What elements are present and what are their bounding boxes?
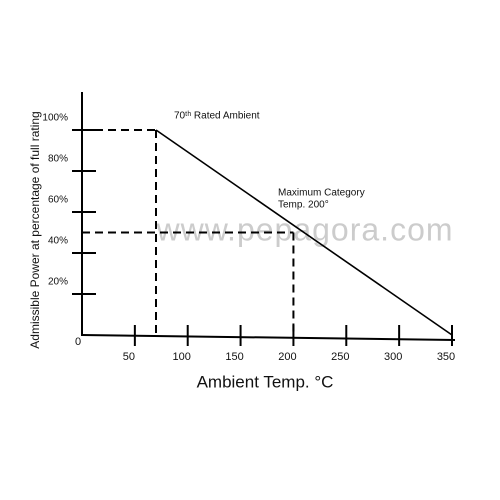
- y-axis-label: Admissible Power at percentage of full r…: [28, 111, 42, 348]
- x-axis: [81, 334, 456, 341]
- x-tick-label: 100: [173, 351, 191, 363]
- x-tick-label: 300: [384, 351, 402, 363]
- y-tick-label: 80%: [48, 154, 68, 165]
- y-tick-label: 100%: [42, 113, 68, 124]
- annotation: Temp. 200°: [278, 200, 329, 211]
- annotation: 70ᵗʰ Rated Ambient: [174, 111, 260, 122]
- y-tick-label: 40%: [48, 236, 68, 247]
- x-tick-label: 350: [437, 351, 455, 363]
- annotation: Maximum Category: [278, 188, 365, 199]
- x-tick-label: 0: [75, 336, 81, 348]
- x-tick-label: 200: [278, 351, 296, 363]
- x-axis-label: Ambient Temp. °C: [197, 372, 334, 391]
- line-series: [155, 129, 453, 336]
- y-tick-label: 20%: [48, 277, 68, 288]
- y-tick-label: 60%: [48, 195, 68, 206]
- x-tick-label: 250: [331, 351, 349, 363]
- watermark: www.pepagora.com: [155, 211, 453, 247]
- x-tick-label: 50: [123, 351, 135, 363]
- x-tick-label: 150: [225, 351, 243, 363]
